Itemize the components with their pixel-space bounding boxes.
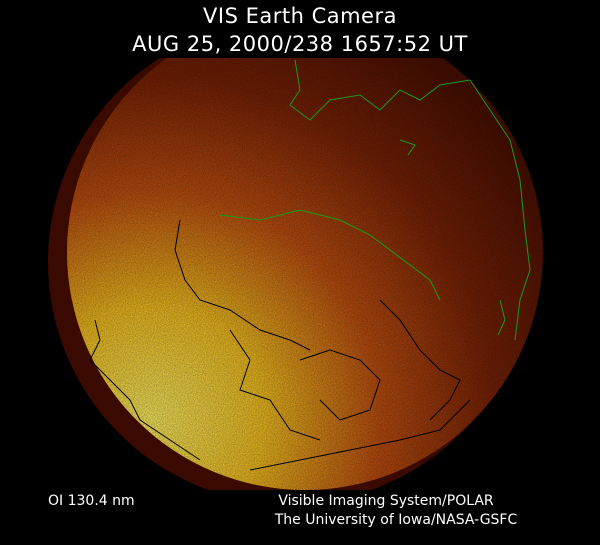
institution-label: The University of Iowa/NASA-GSFC bbox=[274, 512, 518, 528]
instrument-label: Visible Imaging System/POLAR bbox=[278, 493, 494, 509]
image-timestamp: AUG 25, 2000/238 1657:52 UT bbox=[132, 32, 468, 56]
coastlines-night bbox=[89, 219, 471, 471]
coastlines-day bbox=[219, 59, 531, 341]
wavelength-label: OI 130.4 nm bbox=[48, 493, 135, 509]
image-title: VIS Earth Camera bbox=[203, 4, 397, 28]
earth-image bbox=[0, 58, 600, 490]
